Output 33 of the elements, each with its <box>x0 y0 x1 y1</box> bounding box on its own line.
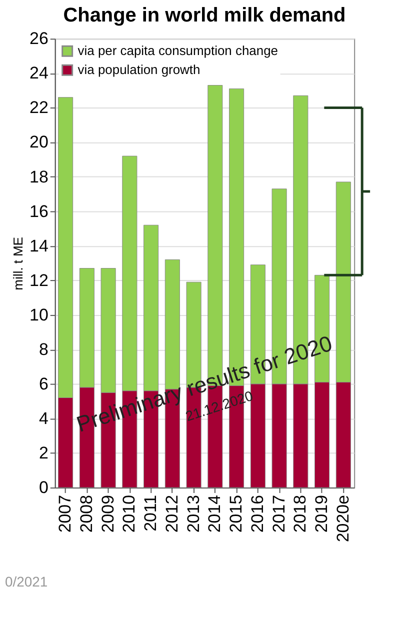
x-tick-label: 2020e <box>333 495 352 542</box>
x-tick-label: 2019 <box>312 495 332 533</box>
y-tick-label: 4 <box>38 408 48 428</box>
legend-label: via population growth <box>78 62 200 78</box>
y-axis-title: mill. t ME <box>10 236 26 290</box>
x-tick-label: 2010 <box>120 495 139 533</box>
y-tick-label: 24 <box>30 64 48 83</box>
x-tick-label: 2015 <box>226 495 246 533</box>
y-tick-label: 18 <box>30 167 48 186</box>
y-tick-label: 2 <box>38 443 48 462</box>
x-tick-label: 2009 <box>98 495 118 533</box>
y-tick-label: 22 <box>30 98 48 118</box>
x-tick-label: 2008 <box>76 495 96 533</box>
x-tick-label: 2017 <box>269 495 288 533</box>
y-tick-label: 12 <box>30 270 48 290</box>
y-tick-label: 8 <box>38 340 48 359</box>
text: 0/2021 <box>4 573 48 590</box>
y-tick-label: 0 <box>38 478 48 498</box>
x-tick-label: 2007 <box>56 495 75 533</box>
x-tick-label: 2018 <box>290 495 310 533</box>
chart-title: Change in world milk demand <box>63 4 346 27</box>
y-tick-label: 20 <box>30 132 48 152</box>
y-tick-label: 14 <box>30 236 48 256</box>
legend-label: via per capita consumption change <box>78 43 278 58</box>
y-tick-label: 10 <box>30 305 48 324</box>
y-tick-label: 26 <box>30 29 48 48</box>
x-tick-label: 2016 <box>248 495 267 533</box>
y-tick-label: 16 <box>30 202 48 221</box>
y-tick-label: 6 <box>38 374 48 394</box>
x-tick-label: 2011 <box>141 495 160 532</box>
x-tick-label: 2012 <box>162 495 182 533</box>
x-tick-label: 2014 <box>205 495 224 533</box>
x-tick-label: 2013 <box>184 495 203 533</box>
